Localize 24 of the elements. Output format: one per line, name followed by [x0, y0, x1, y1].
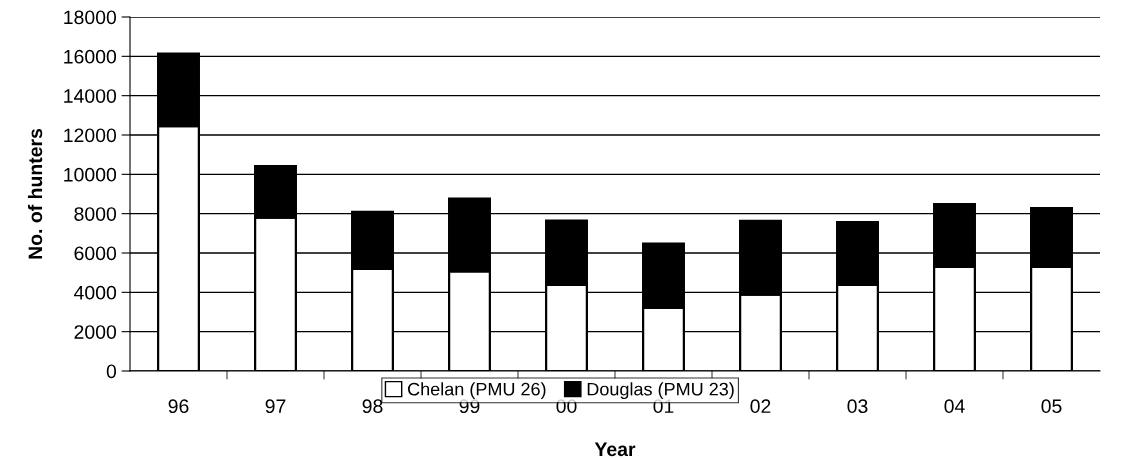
y-tick-label: 18000	[64, 10, 117, 25]
x-tick-label: 03	[847, 399, 868, 414]
x-tick-label: 00	[556, 399, 577, 414]
y-tick-label: 16000	[64, 49, 117, 64]
y-tick-label: 12000	[64, 128, 117, 143]
x-tick-label: 01	[653, 399, 674, 414]
y-tick-label: 6000	[74, 246, 117, 261]
y-tick-label: 10000	[64, 167, 117, 182]
y-tick-label: 14000	[64, 89, 117, 103]
legend-label: Douglas (PMU 23)	[587, 382, 734, 400]
y-tick-label: 2000	[74, 325, 117, 339]
x-tick-label: 04	[944, 399, 965, 414]
y-tick-label: 8000	[74, 207, 117, 221]
x-tick-label: 05	[1041, 399, 1062, 414]
x-tick-label: 97	[265, 399, 286, 414]
y-tick-label: 0	[106, 364, 117, 379]
y-tick-label: 4000	[74, 285, 117, 300]
x-axis-title: Year	[594, 442, 636, 457]
x-tick-label: 99	[459, 399, 480, 414]
legend-label: Chelan (PMU 26)	[408, 382, 546, 400]
x-tick-label: 98	[362, 399, 383, 414]
y-axis-title: No. of hunters	[27, 128, 43, 259]
x-tick-label: 02	[750, 399, 771, 414]
x-tick-label: 96	[168, 399, 189, 414]
